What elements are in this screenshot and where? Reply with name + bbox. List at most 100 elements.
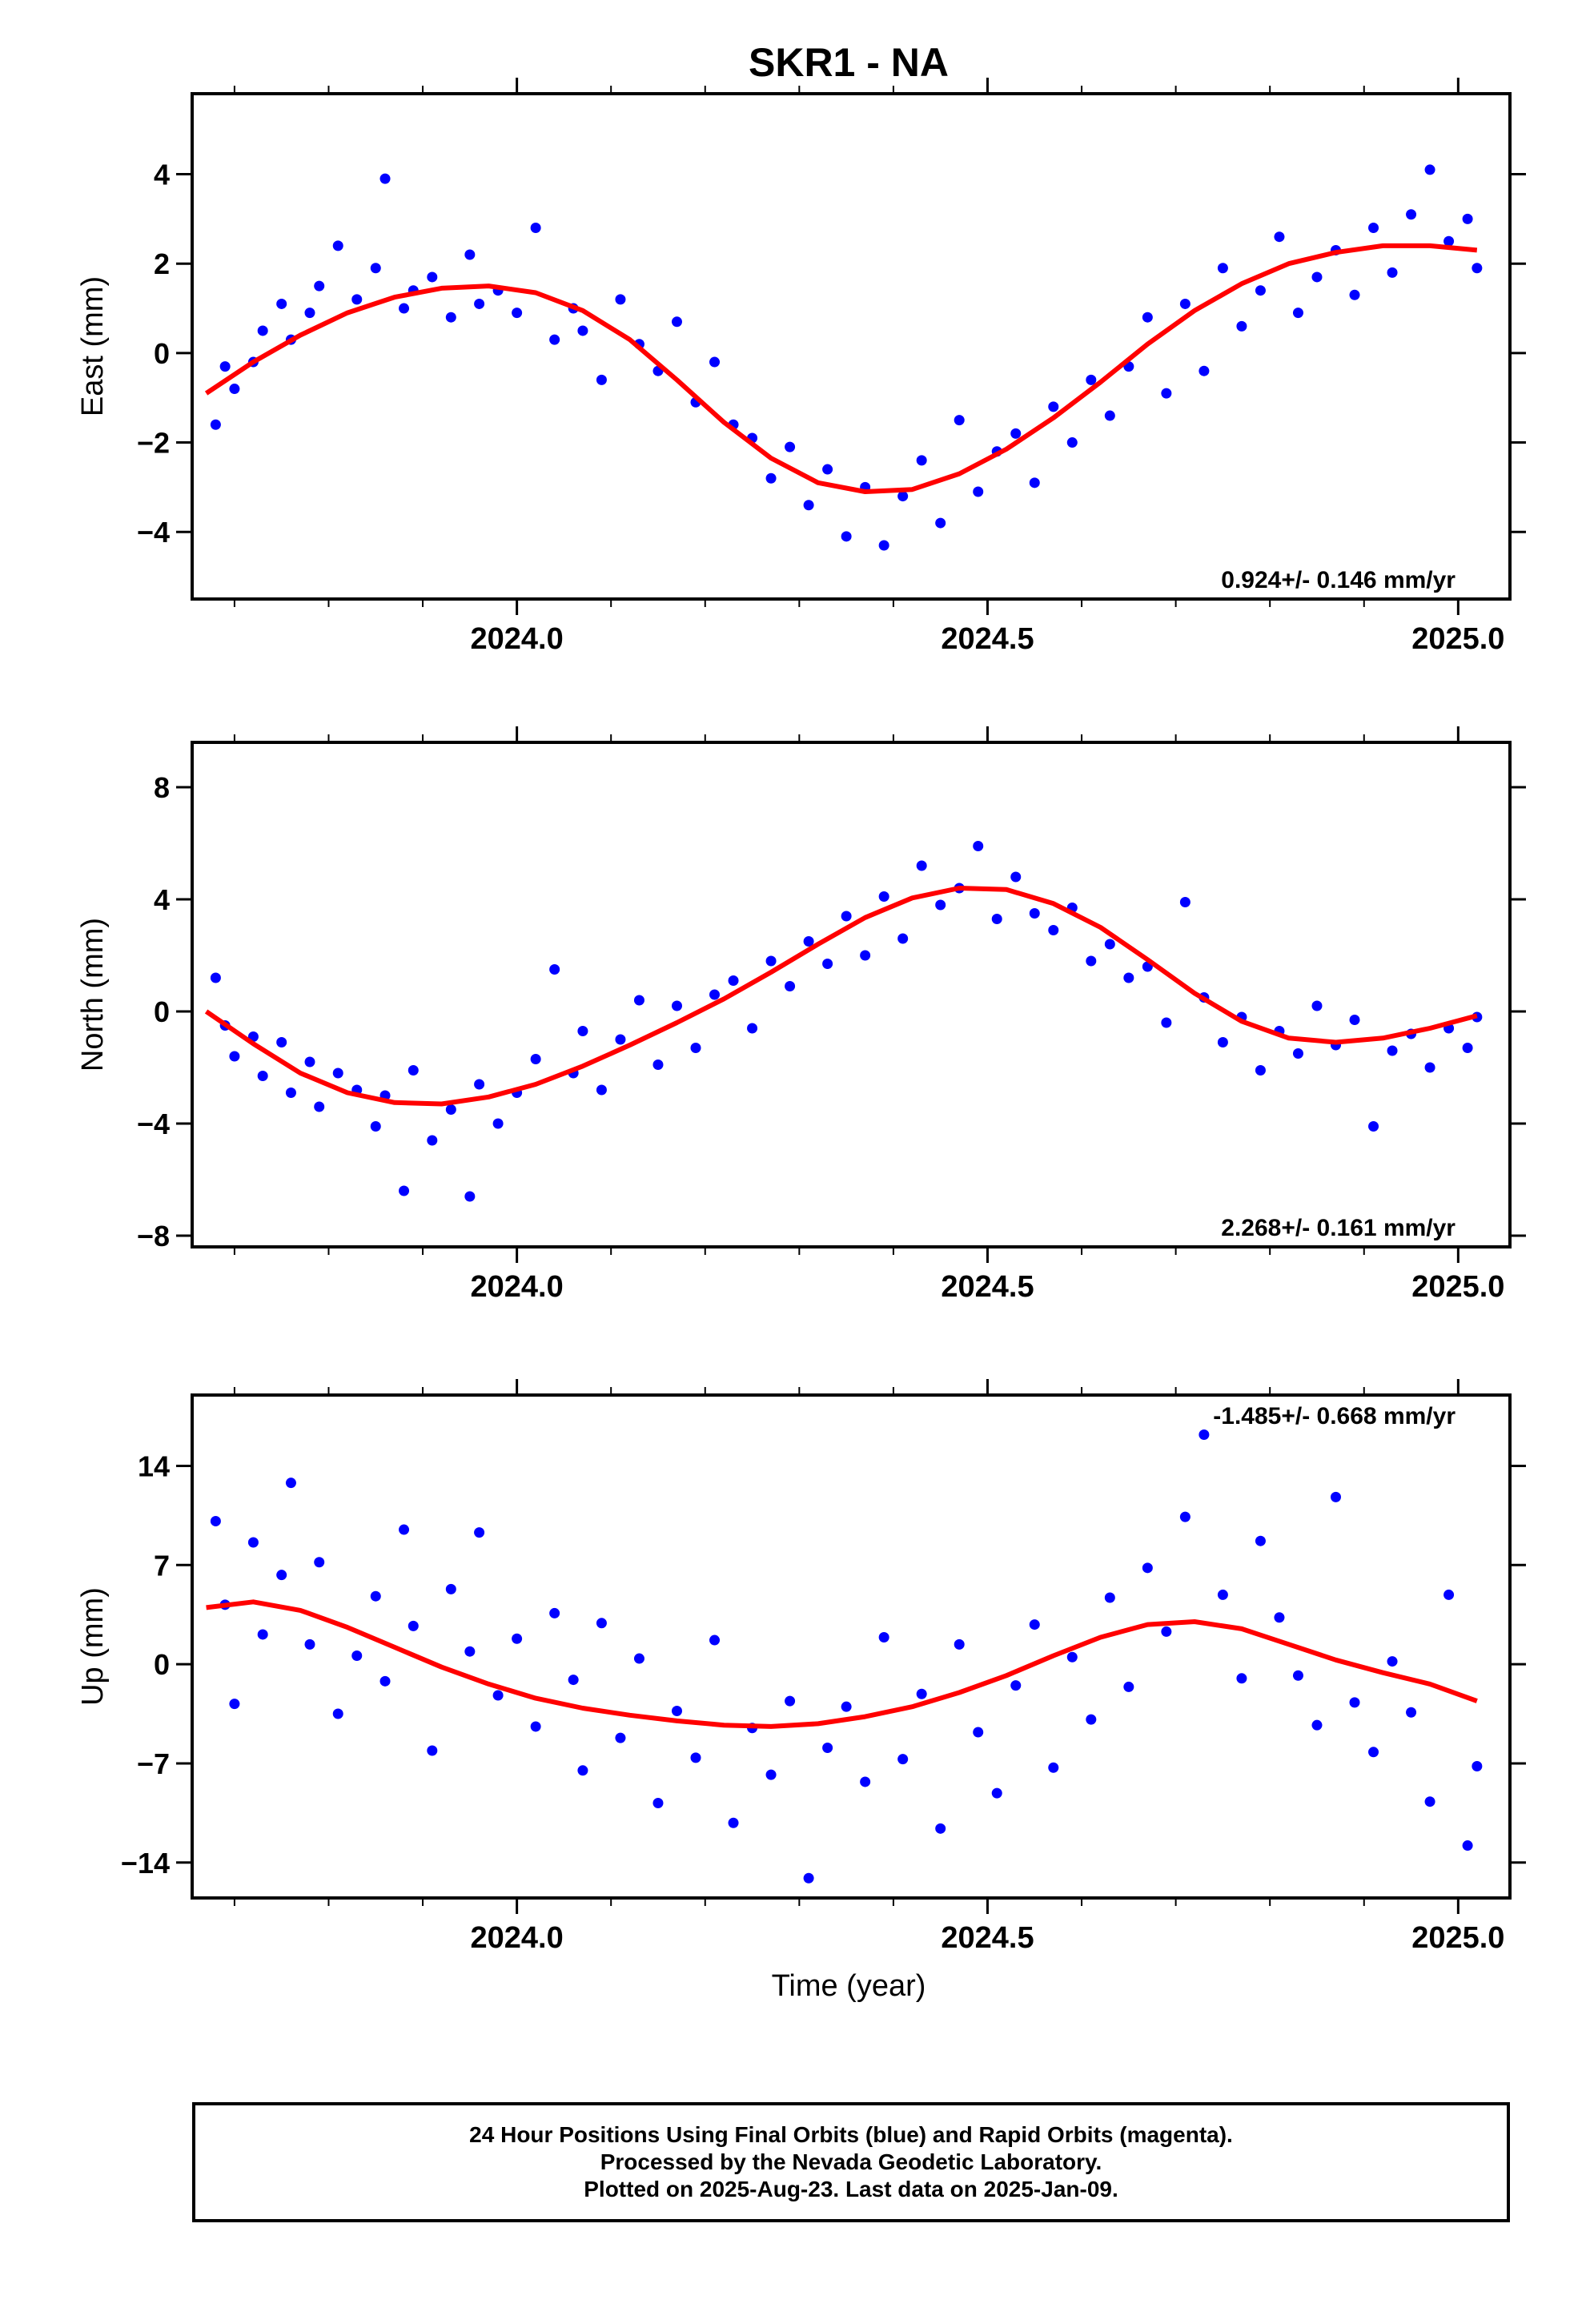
up-data-point: [1462, 1840, 1473, 1852]
east-y-tick-label: −4: [137, 516, 170, 549]
east-data-point: [304, 308, 315, 319]
north-data-point: [1462, 1043, 1473, 1053]
north-y-axis-label: North (mm): [76, 918, 110, 1072]
east-data-point: [1255, 285, 1266, 296]
north-data-point: [314, 1101, 325, 1112]
up-data-point: [860, 1776, 871, 1787]
up-data-point: [1387, 1656, 1398, 1667]
east-data-point: [399, 303, 410, 314]
east-data-point: [257, 325, 268, 336]
north-data-point: [408, 1065, 419, 1076]
east-data-point: [1217, 263, 1228, 274]
north-data-point: [530, 1054, 541, 1064]
east-data-point: [1179, 298, 1191, 309]
up-data-point: [728, 1817, 739, 1828]
east-data-point: [878, 540, 889, 551]
up-data-point: [445, 1583, 456, 1594]
up-data-point: [1349, 1697, 1360, 1708]
up-data-point: [577, 1765, 588, 1776]
east-data-point: [1462, 213, 1473, 224]
up-data-point: [257, 1629, 268, 1640]
up-data-point: [1066, 1651, 1078, 1663]
up-data-point: [492, 1690, 504, 1701]
north-data-point: [210, 972, 221, 983]
up-data-point: [276, 1570, 287, 1581]
up-plot-frame: [191, 1393, 1512, 1900]
east-data-point: [1199, 365, 1210, 376]
north-data-point: [747, 1023, 758, 1034]
east-data-point: [765, 472, 777, 484]
east-data-point: [549, 334, 560, 345]
north-data-point: [332, 1068, 343, 1079]
east-plot-area: [204, 164, 1483, 551]
north-data-point: [878, 891, 889, 902]
east-data-point: [803, 500, 814, 511]
north-data-point: [596, 1084, 607, 1096]
north-velocity-annotation: 2.268+/- 0.161 mm/yr: [1221, 1215, 1456, 1241]
caption-line-2: Processed by the Nevada Geodetic Laborat…: [600, 2149, 1102, 2174]
up-data-point: [408, 1620, 419, 1631]
up-data-point: [1311, 1719, 1323, 1731]
east-data-point: [314, 280, 325, 292]
up-data-point: [314, 1557, 325, 1568]
north-y-tick-label: 0: [154, 995, 170, 1028]
east-data-point: [1066, 437, 1078, 448]
up-y-tick-label: −7: [137, 1747, 170, 1780]
north-data-point: [1387, 1045, 1398, 1056]
up-y-tick-label: 7: [154, 1549, 170, 1582]
north-plot-area: [204, 841, 1483, 1202]
north-data-point: [803, 936, 814, 947]
x-axis-label: Time (year): [772, 1969, 926, 2003]
east-data-point: [1274, 231, 1285, 243]
up-data-point: [973, 1727, 984, 1738]
north-model-fit-line: [204, 886, 1478, 1107]
north-data-point: [427, 1135, 438, 1146]
up-data-point: [803, 1872, 814, 1884]
caption-box: 24 Hour Positions Using Final Orbits (bl…: [192, 2102, 1510, 2222]
up-data-point: [1048, 1762, 1059, 1773]
up-data-point: [1123, 1681, 1134, 1692]
north-data-point: [1010, 871, 1022, 883]
east-data-point: [1387, 267, 1398, 278]
up-data-point: [633, 1653, 644, 1664]
up-data-point: [878, 1632, 889, 1643]
east-x-tick-label: 2024.0: [471, 622, 564, 656]
east-data-point: [1086, 374, 1097, 385]
east-data-point: [897, 491, 909, 502]
north-data-point: [916, 860, 927, 871]
north-data-point: [765, 955, 777, 967]
east-data-point: [822, 464, 833, 475]
east-data-point: [785, 441, 796, 452]
north-data-point: [1123, 972, 1134, 983]
east-x-tick-label: 2025.0: [1411, 622, 1504, 656]
up-data-point: [765, 1769, 777, 1780]
up-y-tick-label: 0: [154, 1648, 170, 1681]
north-data-point: [841, 911, 852, 922]
up-model-fit-line: [206, 1599, 1478, 1729]
up-data-point: [1274, 1612, 1285, 1623]
up-data-point: [1368, 1747, 1379, 1758]
east-data-point: [1161, 388, 1172, 399]
north-data-point: [577, 1026, 588, 1036]
east-data-point: [445, 312, 456, 323]
up-data-point: [304, 1638, 315, 1650]
east-data-point: [332, 240, 343, 251]
east-data-point: [973, 486, 984, 497]
up-data-point: [1292, 1670, 1303, 1681]
north-data-point: [399, 1185, 410, 1196]
north-data-point: [1368, 1121, 1379, 1132]
north-data-point: [304, 1056, 315, 1068]
up-data-point: [568, 1675, 579, 1686]
east-x-tick-label: 2024.5: [941, 622, 1034, 656]
north-y-tick-label: 4: [154, 883, 170, 916]
east-data-point: [1292, 308, 1303, 319]
up-data-point: [652, 1797, 664, 1808]
east-data-point: [530, 223, 541, 234]
up-y-tick-label: −14: [121, 1847, 170, 1880]
east-data-point: [1010, 428, 1022, 439]
up-data-point: [464, 1646, 476, 1657]
up-data-point: [229, 1699, 240, 1710]
up-data-point: [530, 1721, 541, 1732]
east-data-point: [1104, 410, 1115, 421]
up-panel: 2024.0 2024.5 2025.0 −14 −7 0 7 14 Up (mm) -1.485…: [76, 1379, 1526, 1955]
